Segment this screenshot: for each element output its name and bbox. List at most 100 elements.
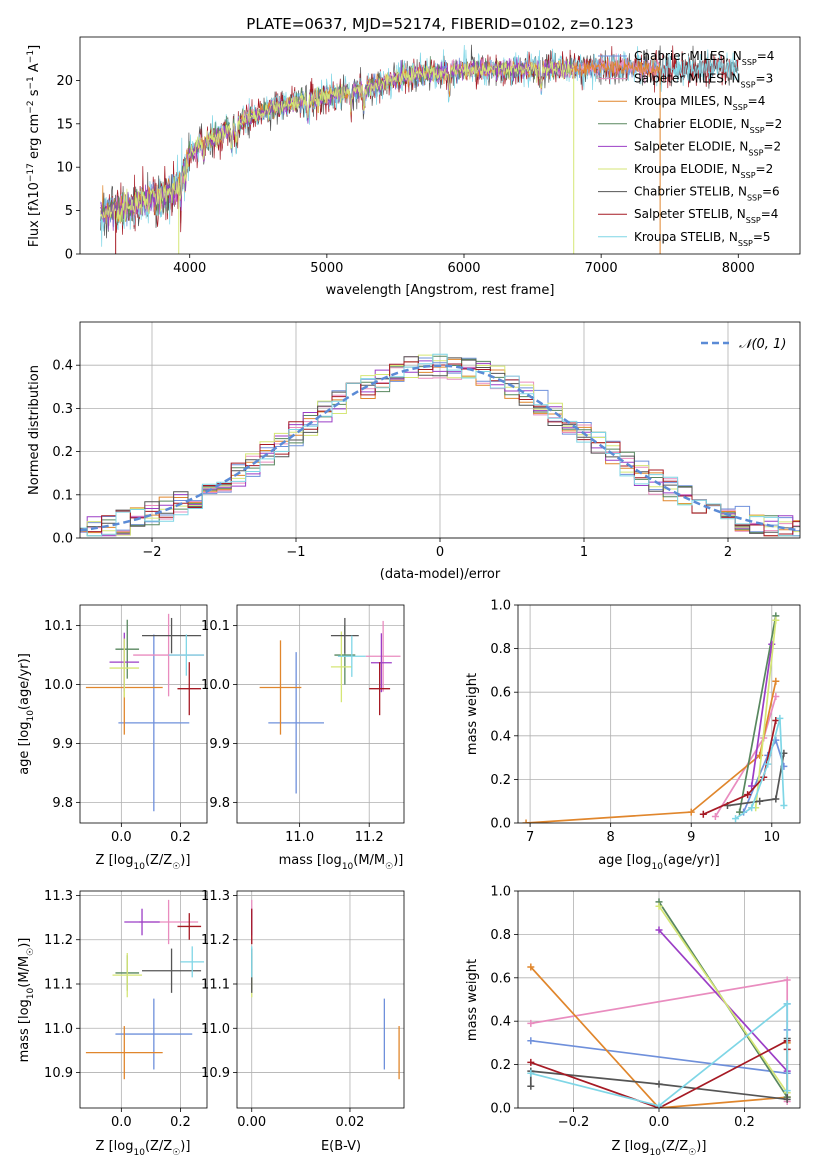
x-tick-label: 0.02 <box>335 1115 364 1130</box>
x-tick-label: 9 <box>687 830 695 845</box>
mass-weight-line <box>702 720 777 816</box>
mass-weight-marker <box>655 1102 663 1108</box>
y-tick-label: 0.8 <box>490 642 511 657</box>
y-tick-label: 20 <box>56 74 73 89</box>
mass-weight-line <box>658 905 788 1094</box>
y-tick-label: 11.2 <box>44 933 73 948</box>
mass-weight-marker <box>772 717 780 725</box>
mass-weight-marker <box>527 1019 535 1027</box>
legend-label: Salpeter STELIB, NSSP=4 <box>634 207 778 225</box>
mass-weight-marker <box>772 693 780 701</box>
errorbar-point <box>369 662 391 716</box>
mass-weight-marker <box>772 677 780 685</box>
mass-weight-marker <box>768 640 776 648</box>
errorbar-point <box>365 620 401 692</box>
y-tick-label: 0.8 <box>490 928 511 943</box>
mass-weight-line <box>738 615 777 813</box>
y-tick-label: 0.3 <box>52 402 73 417</box>
legend-label: 𝒩(0, 1) <box>739 337 786 352</box>
spectrum-legend: Chabrier MILES, NSSP=4 Salpeter MILES, NS… <box>598 49 782 247</box>
mass-weight-marker <box>732 815 740 823</box>
errorbar-point <box>112 953 143 998</box>
x-tick-label: −2 <box>142 545 161 560</box>
panel-mass_vs_ebv: 0.00 0.02 10.9 11.0 11.1 11.2 11.3 E(B-V) <box>201 889 405 1154</box>
x-tick-label: 0.00 <box>237 1115 266 1130</box>
x-tick-label: −1 <box>286 545 305 560</box>
x-tick-label: 0.0 <box>111 830 132 845</box>
y-tick-label: 0.4 <box>490 729 511 744</box>
x-tick-label: 0.0 <box>649 1115 670 1130</box>
y-tick-label: 11.0 <box>44 1022 73 1037</box>
mass-weight-marker <box>699 810 707 818</box>
errorbar-point <box>330 631 352 703</box>
x-tick-label: 5000 <box>310 261 343 276</box>
mass-weight-marker <box>655 1080 663 1088</box>
errorbar-point <box>142 617 202 654</box>
y-axis-label: mass weight <box>465 959 480 1041</box>
x-tick-label: 0 <box>436 545 444 560</box>
mass-weight-marker <box>736 808 744 816</box>
y-tick-label: 15 <box>56 117 73 132</box>
plot-area <box>85 899 205 1080</box>
y-axis-label: mass [log10(M/M☉)] <box>17 938 36 1063</box>
x-axis-label: E(B-V) <box>321 1139 361 1154</box>
errorbar-point <box>115 619 140 679</box>
panel-mass_weight_vs_Z: −0.2 0.0 0.2 0.0 0.2 0.4 0.6 0.8 1.0 Z [log10(Z/Z… <box>465 885 801 1158</box>
mass-weight-marker <box>783 1000 791 1008</box>
mass-weight-marker <box>527 1069 535 1077</box>
histogram-series <box>80 353 800 537</box>
errorbar-point <box>85 1026 163 1080</box>
mass-weight-marker <box>527 1082 535 1090</box>
x-axis-label: Z [log10(Z/Z☉)] <box>96 1139 191 1158</box>
y-tick-label: 0.4 <box>490 1015 511 1030</box>
y-tick-label: 9.9 <box>209 737 230 752</box>
y-tick-label: 11.3 <box>44 889 73 904</box>
x-tick-label: 0.0 <box>111 1115 132 1130</box>
x-tick-label: 6000 <box>447 261 480 276</box>
y-tick-label: 11.1 <box>44 978 73 993</box>
mass-weight-line <box>727 753 785 807</box>
mass-weight-marker <box>764 760 772 768</box>
x-tick-label: 0.2 <box>170 1115 191 1130</box>
legend-label: Chabrier MILES, NSSP=4 <box>634 49 774 67</box>
axes-frame <box>79 321 801 539</box>
x-axis-label: mass [log10(M/M☉)] <box>279 853 404 872</box>
x-tick-label: 0.2 <box>734 1115 755 1130</box>
mass-weight-marker <box>772 795 780 803</box>
x-tick-label: 0.2 <box>170 830 191 845</box>
mass-weight-marker <box>744 791 752 799</box>
axes-frame <box>236 890 405 1109</box>
mass-weight-marker <box>522 819 530 823</box>
x-tick-label: 7000 <box>585 261 618 276</box>
y-tick-label: 0.2 <box>490 1058 511 1073</box>
spectrum-line <box>100 60 574 222</box>
plot-area <box>522 612 788 823</box>
mass-weight-marker <box>783 1095 791 1103</box>
errorbar-point <box>330 617 359 654</box>
mass-weight-marker <box>783 976 791 984</box>
mass-weight-marker <box>655 902 663 910</box>
legend-label: Chabrier ELODIE, NSSP=2 <box>634 117 782 135</box>
x-tick-label: 10 <box>764 830 781 845</box>
x-tick-label: −0.2 <box>558 1115 590 1130</box>
y-axis-label: mass weight <box>465 673 480 755</box>
x-axis-label: Z [log10(Z/Z☉)] <box>96 853 191 872</box>
x-tick-label: 11.0 <box>285 830 314 845</box>
mass-weight-marker <box>776 714 784 722</box>
errorbar-point <box>177 662 202 716</box>
x-tick-label: 4000 <box>173 261 206 276</box>
x-axis-label: (data-model)/error <box>380 567 501 582</box>
x-tick-label: 8 <box>607 830 615 845</box>
y-tick-label: 0.6 <box>490 686 511 701</box>
legend-label: Kroupa MILES, NSSP=4 <box>634 94 765 112</box>
x-tick-label: 8000 <box>722 261 755 276</box>
mass-weight-marker <box>748 782 756 790</box>
y-tick-label: 5 <box>65 204 73 219</box>
y-tick-label: 0.6 <box>490 971 511 986</box>
plot-area <box>100 44 739 254</box>
x-axis-label: age [log10(age/yr)] <box>598 853 720 872</box>
errorbar-point <box>124 908 160 936</box>
y-tick-label: 10.1 <box>201 619 230 634</box>
mass-weight-marker <box>527 963 535 971</box>
